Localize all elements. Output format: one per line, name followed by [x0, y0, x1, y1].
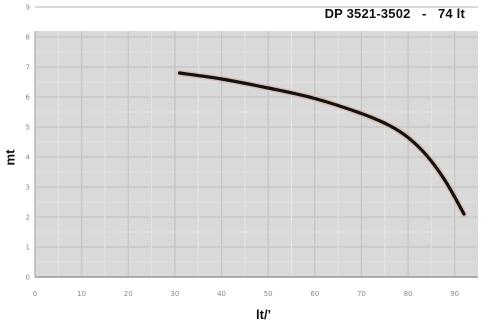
y-tick-label: 0 [26, 274, 30, 282]
x-tick-label: 40 [217, 290, 226, 298]
y-tick-label: 7 [26, 64, 30, 72]
x-tick-label: 0 [33, 290, 37, 298]
x-tick-label: 70 [357, 290, 366, 298]
x-tick-label: 20 [124, 290, 133, 298]
x-tick-label: 30 [170, 290, 179, 298]
series-lines [176, 70, 468, 217]
grid-lines [34, 6, 478, 278]
x-axis-label: lt/’ [256, 307, 272, 322]
x-tick-label: 80 [404, 290, 413, 298]
y-tick-label: 9 [26, 4, 30, 12]
y-tick-label: 2 [26, 214, 30, 222]
x-tick-label: 60 [310, 290, 319, 298]
x-tick-label: 50 [264, 290, 273, 298]
y-tick-label: 6 [26, 94, 31, 102]
chart-title: DP 3521-3502 - 74 lt [324, 6, 465, 21]
y-tick-label: 3 [26, 184, 30, 192]
plot-area [35, 31, 478, 277]
y-tick-label: 1 [26, 244, 30, 252]
x-tick-label: 90 [450, 290, 459, 298]
y-tick-label: 8 [26, 34, 30, 42]
x-tick-label: 10 [77, 290, 86, 298]
y-tick-label: 5 [26, 124, 30, 132]
series-line [177, 71, 466, 216]
y-tick-label: 4 [26, 154, 31, 162]
